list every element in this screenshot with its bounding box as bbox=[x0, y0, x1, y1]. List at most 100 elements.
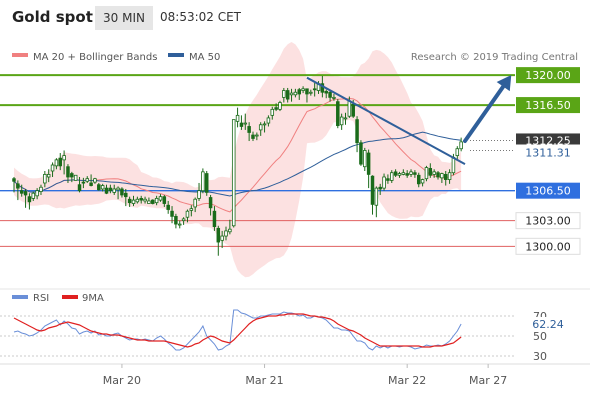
rsi-value-box bbox=[516, 317, 580, 331]
candle-body bbox=[85, 178, 89, 182]
candle-body bbox=[255, 134, 259, 137]
candle-body bbox=[116, 187, 120, 191]
candle-body bbox=[293, 91, 298, 96]
candle-body bbox=[46, 174, 51, 178]
candle-body bbox=[351, 103, 355, 117]
candle-body bbox=[139, 197, 143, 201]
candle-body bbox=[309, 91, 313, 94]
rsi-legend: RSI 9MA bbox=[12, 293, 104, 304]
candle-body bbox=[231, 119, 236, 227]
candle-body bbox=[370, 175, 375, 205]
candle-body bbox=[54, 159, 59, 167]
candle-body bbox=[50, 164, 55, 172]
candle-body bbox=[12, 178, 16, 182]
candle-body bbox=[81, 181, 86, 184]
candle-body bbox=[212, 210, 217, 228]
lower-level-label: 1300.00 bbox=[525, 240, 571, 253]
candle-body bbox=[262, 123, 267, 126]
bollinger-bands bbox=[14, 42, 462, 278]
candle-body bbox=[366, 152, 371, 175]
candle-body bbox=[393, 171, 398, 176]
instrument-title: Gold spot bbox=[12, 8, 93, 26]
x-axis: Mar 20 Mar 21 Mar 22 Mar 27 bbox=[103, 364, 507, 387]
candle-body bbox=[401, 172, 406, 175]
candle-body bbox=[440, 173, 444, 179]
ma20-legend-label: MA 20 + Bollinger Bands bbox=[33, 52, 157, 63]
candle-body bbox=[339, 116, 344, 126]
bollinger-band-fill bbox=[14, 42, 462, 278]
lower-level-label: 1303.00 bbox=[525, 215, 571, 228]
candle-body bbox=[204, 173, 209, 193]
candle-body bbox=[197, 190, 201, 199]
x-tick-label: Mar 21 bbox=[245, 374, 283, 387]
candle-body bbox=[270, 108, 275, 116]
candle-body bbox=[70, 173, 74, 178]
candle-body bbox=[124, 192, 128, 198]
candle-body bbox=[413, 172, 417, 175]
candle-body bbox=[374, 187, 379, 206]
lower-label-box bbox=[515, 237, 581, 255]
resistance-label-box bbox=[516, 97, 580, 114]
resistance-level-label: 1320.00 bbox=[525, 69, 571, 82]
lower-label-box bbox=[515, 212, 581, 230]
candle-body bbox=[127, 198, 132, 204]
ma9-legend-swatch bbox=[62, 295, 78, 299]
candle-body bbox=[312, 88, 317, 91]
timeframe-selector[interactable]: 30 MIN bbox=[95, 6, 153, 30]
price-levels bbox=[0, 74, 515, 247]
candle-body bbox=[266, 117, 271, 124]
rsi-tick-label: 50 bbox=[533, 330, 547, 343]
candle-body bbox=[66, 166, 70, 178]
candle-body bbox=[347, 100, 352, 117]
candle-body bbox=[181, 218, 186, 222]
candle-body bbox=[154, 197, 159, 204]
candle-body bbox=[397, 173, 402, 176]
research-credit: Research © 2019 Trading Central bbox=[411, 52, 578, 63]
candle-body bbox=[31, 192, 36, 199]
x-tick-label: Mar 22 bbox=[388, 374, 426, 387]
x-tick-label: Mar 20 bbox=[103, 374, 141, 387]
candle-body bbox=[100, 185, 105, 190]
resistance-label-box bbox=[516, 67, 580, 84]
x-tick-label: Mar 27 bbox=[469, 374, 507, 387]
candle-body bbox=[239, 122, 244, 127]
candle-body bbox=[166, 204, 170, 210]
candle-body bbox=[220, 235, 224, 241]
candle-body bbox=[343, 117, 348, 120]
candle-body bbox=[428, 168, 433, 176]
candle-body bbox=[120, 188, 124, 196]
candle-body bbox=[208, 197, 213, 209]
candle-body bbox=[332, 96, 336, 99]
candle-body bbox=[112, 188, 116, 193]
candle-body bbox=[104, 187, 109, 194]
candle-body bbox=[282, 90, 286, 98]
candle-body bbox=[382, 176, 386, 189]
candle-body bbox=[459, 141, 463, 150]
candle-body bbox=[336, 101, 340, 127]
candle-body bbox=[278, 102, 282, 110]
ma50-legend-swatch bbox=[168, 53, 184, 57]
current-price-label: 1311.31 bbox=[525, 147, 571, 160]
candle-body bbox=[405, 173, 409, 176]
candle-body bbox=[89, 182, 93, 186]
forecast-arrow-head bbox=[496, 75, 512, 92]
candle-body bbox=[416, 174, 421, 185]
ma20-legend-swatch bbox=[12, 53, 28, 57]
ma50-legend-label: MA 50 bbox=[189, 52, 220, 63]
candle-body bbox=[324, 90, 328, 94]
candle-body bbox=[297, 89, 301, 95]
candle-body bbox=[424, 167, 429, 180]
candle-body bbox=[363, 150, 367, 168]
candle-body bbox=[328, 91, 332, 98]
candle-body bbox=[170, 210, 174, 217]
rsi-legend-label: RSI bbox=[33, 293, 49, 304]
candle-body bbox=[185, 210, 190, 218]
rsi-legend-swatch bbox=[12, 295, 28, 299]
support-level-label: 1306.50 bbox=[525, 185, 571, 198]
trend-annotations bbox=[306, 75, 512, 166]
candle-body bbox=[39, 186, 43, 192]
rsi-ma9-line bbox=[13, 313, 462, 348]
candle-body bbox=[274, 107, 278, 110]
